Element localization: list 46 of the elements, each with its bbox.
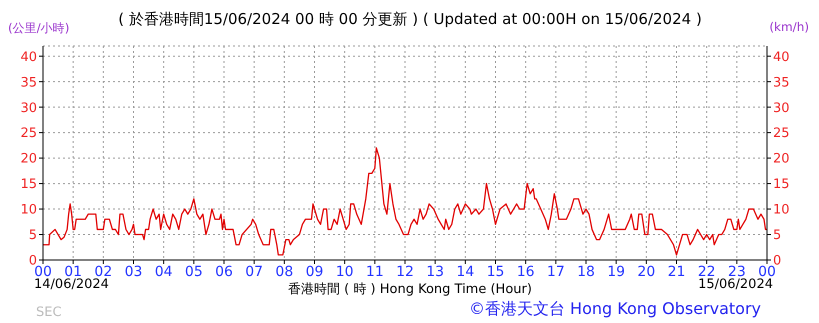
x-tick-label: 07	[245, 264, 264, 280]
x-tick-label: 22	[698, 264, 716, 280]
y-tick-label: 25	[20, 126, 37, 142]
y-tick-label: 20	[20, 152, 37, 167]
x-tick-label: 04	[154, 264, 173, 280]
y-tick-label: 5	[28, 228, 37, 244]
x-tick-label: 09	[306, 264, 324, 280]
x-tick-label: 03	[124, 264, 142, 280]
x-tick-label: 14	[456, 264, 474, 280]
x-tick-label: 16	[516, 264, 535, 280]
x-tick-label: 05	[184, 264, 203, 280]
x-tick-label: 15	[486, 264, 504, 280]
y2-tick-label: 40	[773, 50, 790, 65]
x-tick-label: 13	[426, 264, 444, 280]
y-tick-label: 35	[20, 75, 37, 90]
y2-tick-label: 10	[773, 202, 790, 218]
y2-tick-label: 20	[773, 152, 790, 167]
x-tick-label: 21	[668, 264, 686, 280]
text: SEC	[36, 305, 62, 320]
text: ©香港天文台 Hong Kong Observatory	[468, 299, 761, 320]
x-tick-label: 19	[607, 264, 626, 280]
x-tick-label: 20	[637, 264, 656, 280]
y-tick-label: 15	[20, 177, 37, 192]
x-tick-label: 11	[366, 264, 384, 280]
y2-tick-label: 30	[773, 100, 790, 116]
y-tick-label: 10	[20, 202, 37, 218]
x-tick-label: 10	[336, 264, 354, 280]
y2-tick-label: 25	[773, 126, 790, 142]
text: 14/06/2024	[34, 277, 109, 292]
x-tick-label: 06	[215, 264, 233, 280]
x-tick-label: 17	[546, 264, 565, 280]
y2-tick-label: 15	[773, 177, 790, 192]
y2-tick-label: 35	[773, 75, 790, 90]
x-tick-label: 00	[34, 264, 52, 280]
y-axis-title: (公里/小時)	[8, 20, 70, 37]
line-series	[43, 147, 767, 256]
x-axis-title: 香港時間 ( 時 ) Hong Kong Time (Hour)	[287, 281, 533, 298]
y-tick-label: 40	[20, 50, 37, 65]
y2-axis-title: (km/h)	[769, 20, 809, 34]
y2-tick-label: 5	[773, 228, 782, 244]
x-tick-label: 08	[275, 264, 294, 280]
text: 15/06/2024	[698, 277, 773, 292]
x-tick-label: 12	[396, 264, 414, 280]
x-tick-label: 18	[577, 264, 595, 280]
y-tick-label: 30	[20, 100, 37, 116]
chart-title: ( 於香港時間15/06/2024 00 時 00 分更新 ) ( Updated at 00:00H on 15/06/2024 )	[117, 10, 703, 29]
